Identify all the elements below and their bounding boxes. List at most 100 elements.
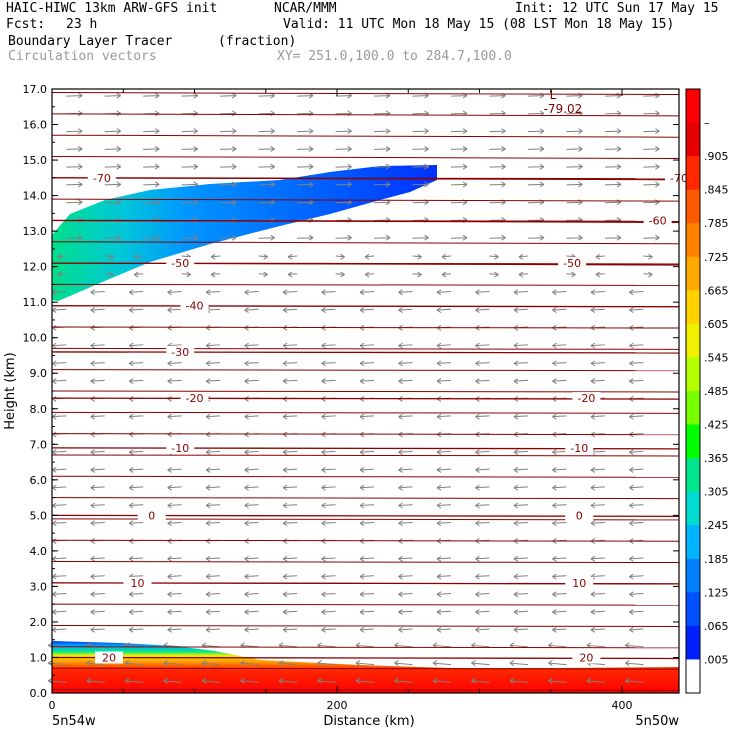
vector-arrow — [509, 660, 528, 667]
colorbar-label: .245 — [704, 519, 729, 532]
vector-arrow — [90, 484, 105, 491]
vector-arrow — [527, 181, 545, 188]
vector-arrow — [527, 145, 545, 152]
temperature-isoline — [51, 134, 680, 138]
vector-arrow — [566, 128, 583, 135]
vector-arrow — [412, 271, 422, 278]
vector-arrow — [220, 128, 237, 135]
vector-arrow — [244, 467, 259, 473]
vector-arrow — [412, 253, 422, 260]
forecast-label: Fcst: — [6, 17, 46, 32]
vector-arrow — [398, 626, 413, 633]
vector-arrow — [51, 626, 67, 633]
vector-arrow — [566, 163, 583, 170]
contour-label: -60 — [649, 214, 667, 227]
field-name: Boundary Layer Tracer — [8, 34, 173, 49]
contour-label: -20 — [186, 392, 204, 405]
vector-arrow — [513, 378, 528, 385]
vector-arrow — [552, 307, 567, 314]
vector-arrow — [133, 271, 144, 278]
vector-arrow — [282, 609, 298, 616]
vector-arrow — [552, 413, 567, 420]
vector-arrow — [629, 413, 644, 420]
colorbar-label: .605 — [704, 318, 729, 331]
vector-arrow — [181, 271, 191, 278]
vector-arrow — [90, 289, 105, 296]
vector-arrow — [51, 307, 67, 314]
vector-arrow — [436, 555, 452, 562]
vector-arrow — [321, 360, 336, 367]
vector-arrow — [167, 520, 182, 527]
colorbar-label: .545 — [704, 351, 729, 364]
vector-arrow — [66, 92, 83, 99]
vector-arrow — [590, 520, 605, 527]
vector-arrow — [128, 609, 144, 616]
vector-arrow — [244, 307, 259, 314]
vector-arrow — [374, 163, 391, 170]
colorbar-label: .005 — [704, 653, 729, 666]
temperature-isoline — [51, 156, 680, 160]
temperature-isoline — [51, 326, 680, 329]
vector-arrow — [128, 626, 144, 633]
vector-arrow — [412, 234, 429, 241]
vector-arrow — [475, 520, 490, 527]
vector-arrow — [220, 181, 237, 188]
vector-arrow — [297, 163, 314, 170]
vector-arrow — [90, 573, 105, 580]
vector-arrow — [359, 555, 375, 562]
colorbar-swatch — [686, 625, 700, 660]
temperature-isoline — [51, 433, 680, 436]
y-tick-label: 7.0 — [30, 438, 48, 451]
vector-arrow — [321, 449, 336, 456]
vector-arrow — [205, 573, 221, 580]
vector-arrow — [287, 271, 298, 278]
contour-label: -50 — [563, 257, 581, 270]
vector-arrow — [51, 378, 67, 385]
vector-arrow — [412, 163, 429, 170]
vector-arrow — [590, 413, 605, 420]
vector-arrow — [629, 449, 644, 456]
vector-arrow — [475, 378, 490, 385]
vector-arrow — [128, 289, 144, 296]
vector-arrow — [513, 467, 528, 473]
vector-arrow — [643, 253, 653, 260]
vector-arrow — [167, 609, 182, 616]
vector-arrow — [590, 307, 605, 314]
vector-arrow — [359, 626, 375, 633]
temperature-contour — [51, 351, 680, 354]
vector-arrow — [489, 128, 506, 135]
vector-arrow — [436, 467, 452, 473]
vector-arrow — [629, 342, 644, 349]
vector-arrow — [143, 92, 160, 99]
org-label: NCAR/MMM — [274, 1, 337, 16]
vector-arrow — [66, 234, 83, 241]
temperature-isoline — [51, 454, 680, 457]
vector-arrow — [317, 660, 336, 667]
contour-label: 20 — [102, 651, 116, 664]
vector-arrow — [436, 591, 452, 598]
vector-arrow — [181, 145, 198, 152]
vector-arrow — [167, 307, 182, 314]
vector-arrow — [181, 163, 198, 170]
vector-arrow — [278, 677, 298, 684]
vector-arrow — [629, 520, 644, 527]
vector-arrow — [66, 199, 83, 206]
vector-arrow — [167, 413, 182, 420]
temperature-isoline — [51, 561, 680, 564]
vector-arrow — [321, 467, 336, 473]
temperature-isoline — [51, 603, 680, 606]
y-tick-label: 17.0 — [23, 83, 48, 96]
vector-arrow — [398, 378, 413, 385]
y-tick-label: 3.0 — [30, 580, 48, 593]
vector-arrow — [394, 660, 413, 667]
vector-arrow — [629, 591, 644, 598]
vector-arrow — [335, 271, 345, 278]
vector-arrow — [436, 502, 452, 509]
vector-arrow — [90, 609, 105, 616]
vector-arrow — [590, 609, 605, 616]
vector-arrow — [513, 307, 528, 314]
vector-arrow — [566, 271, 576, 278]
vector-arrow — [412, 145, 429, 152]
vector-arrow — [66, 181, 83, 188]
vector-arrow — [90, 360, 105, 367]
